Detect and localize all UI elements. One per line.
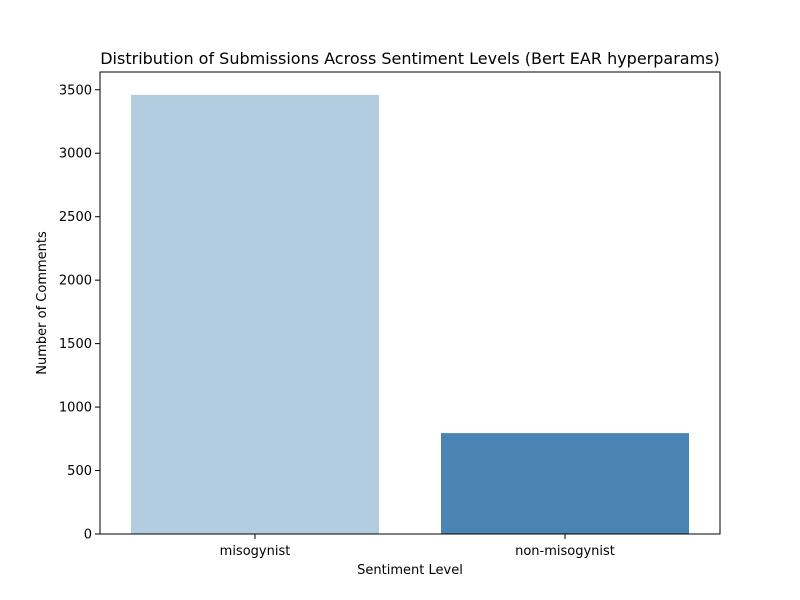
plot-area: 0 500 1000 1500 2000 2500 3000 3500 misogynist n…: [59, 71, 721, 559]
y-axis-label: Number of Comments: [35, 231, 50, 375]
y-tick-label: 0: [84, 528, 92, 543]
y-tick-label: 1500: [59, 337, 92, 352]
x-tick-label: non-misogynist: [515, 544, 615, 559]
y-tick-label: 2000: [59, 274, 92, 289]
chart-title: Distribution of Submissions Across Senti…: [100, 49, 720, 68]
bar-non-misogynist: [441, 433, 689, 534]
y-axis-ticks: 0 500 1000 1500 2000 2500 3000 3500: [59, 83, 100, 543]
y-tick-label: 500: [67, 464, 92, 479]
y-tick-label: 3000: [59, 147, 92, 162]
x-tick-label: misogynist: [220, 544, 291, 559]
x-axis-ticks: misogynist non-misogynist: [220, 534, 615, 559]
plot-frame: [99, 71, 721, 535]
bars-group: [131, 94, 689, 534]
y-tick-label: 1000: [59, 401, 92, 416]
bar-misogynist: [131, 94, 379, 534]
x-axis-label: Sentiment Level: [357, 563, 463, 578]
y-tick-label: 2500: [59, 210, 92, 225]
y-tick-label: 3500: [59, 83, 92, 98]
